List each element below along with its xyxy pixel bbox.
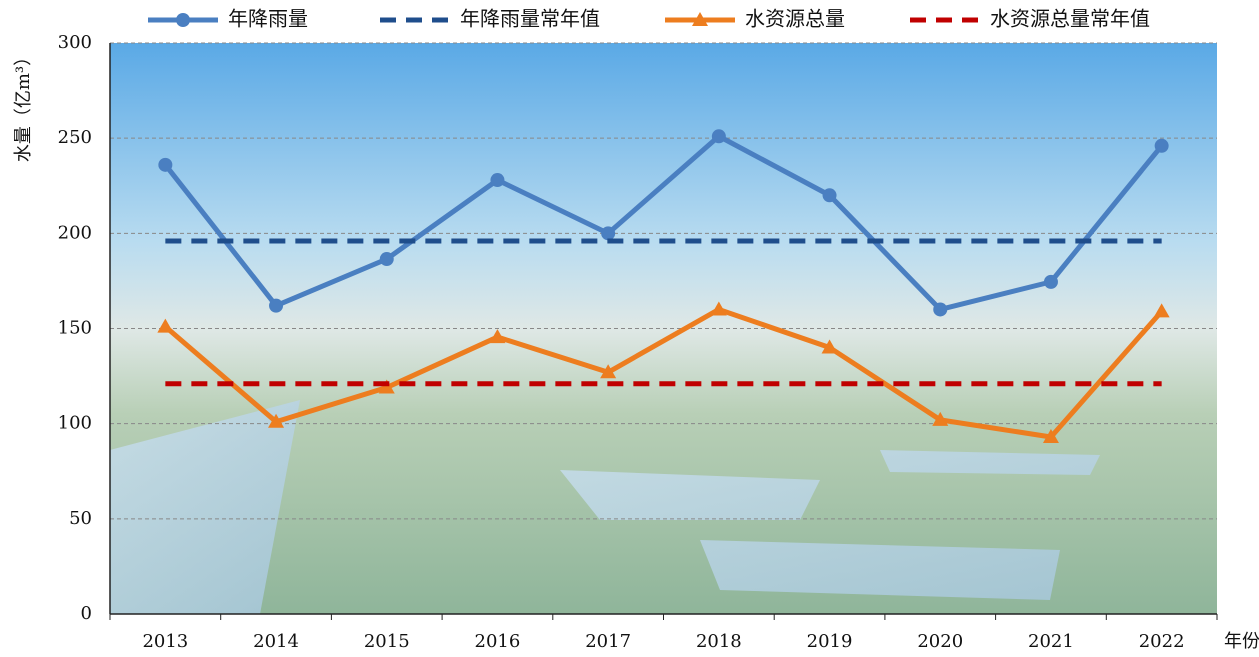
marker xyxy=(176,13,190,27)
marker xyxy=(378,379,395,394)
marker xyxy=(379,252,394,267)
marker xyxy=(269,298,284,313)
marker xyxy=(710,301,727,316)
x-tick-label: 2018 xyxy=(696,631,742,652)
x-tick-label: 2019 xyxy=(807,631,853,652)
marker xyxy=(1153,303,1170,318)
x-tick-label: 2013 xyxy=(142,631,188,652)
background-water xyxy=(110,400,300,614)
y-axis-title: 水量（亿m³） xyxy=(13,48,34,162)
y-tick-label: 200 xyxy=(58,222,92,243)
marker xyxy=(932,411,949,426)
marker xyxy=(711,129,726,144)
x-tick-label: 2016 xyxy=(475,631,521,652)
legend-label: 水资源总量常年值 xyxy=(990,7,1150,31)
marker xyxy=(268,413,285,428)
marker xyxy=(822,188,837,203)
marker xyxy=(821,339,838,354)
y-tick-label: 50 xyxy=(69,508,92,529)
y-tick-label: 150 xyxy=(58,318,92,339)
marker xyxy=(1042,428,1059,443)
legend: 年降雨量 年降雨量常年值 水资源总量 水资源总量常年值 xyxy=(148,7,1150,31)
marker xyxy=(157,318,174,333)
legend-label: 年降雨量常年值 xyxy=(460,7,600,31)
x-axis-title: 年份 xyxy=(1224,631,1259,652)
marker xyxy=(1154,138,1169,153)
y-tick-label: 250 xyxy=(58,127,92,148)
marker xyxy=(1043,274,1058,289)
y-tick-label: 300 xyxy=(58,32,92,53)
legend-label: 水资源总量 xyxy=(745,7,845,31)
series-line xyxy=(163,133,1164,312)
marker xyxy=(601,226,616,241)
x-tick-label: 2017 xyxy=(585,631,631,652)
x-tick-label: 2022 xyxy=(1139,631,1185,652)
x-tick-label: 2020 xyxy=(917,631,963,652)
marker xyxy=(692,12,708,26)
marker xyxy=(600,364,617,379)
background-ponds xyxy=(560,450,1100,600)
legend-label: 年降雨量 xyxy=(228,7,308,31)
y-tick-label: 0 xyxy=(81,603,92,624)
marker xyxy=(490,173,505,188)
x-tick-label: 2021 xyxy=(1028,631,1074,652)
x-tick-label: 2014 xyxy=(253,631,299,652)
marker xyxy=(158,157,173,172)
marker xyxy=(933,302,948,317)
series-line xyxy=(163,306,1164,440)
y-tick-label: 100 xyxy=(58,413,92,434)
x-tick-label: 2015 xyxy=(364,631,410,652)
marker xyxy=(489,329,506,344)
